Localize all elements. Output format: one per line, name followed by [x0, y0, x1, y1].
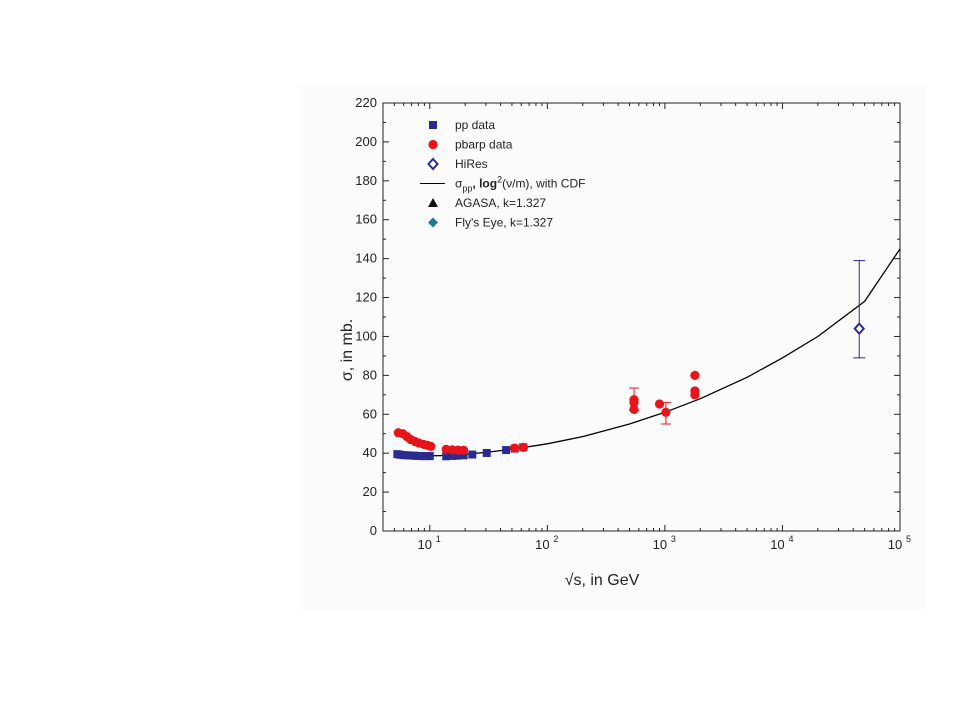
y-tick-label: 80: [363, 367, 377, 382]
x-tick-label: 10: [888, 537, 902, 552]
pbarp-data-point: [654, 399, 665, 409]
pbarp-data-point: [690, 370, 700, 380]
pp-data-point: [421, 452, 430, 461]
curve-layer: [394, 248, 901, 457]
data-marks: [393, 260, 866, 461]
y-tick-label: 100: [355, 328, 377, 343]
y-tick-label: 140: [355, 251, 377, 266]
y-tick-label: 60: [363, 406, 377, 421]
y-tick-label: 40: [363, 445, 377, 460]
x-tick-exponent: 5: [906, 534, 911, 544]
legend-label: pbarp data: [455, 138, 513, 152]
pbarp-data-point: [518, 442, 529, 452]
y-tick-label: 220: [355, 95, 377, 110]
pp-data-point: [425, 452, 434, 461]
pbarp-data-point: [690, 390, 700, 400]
legend-open-diamond-swatch: [427, 157, 439, 171]
pp-data-point: [482, 448, 491, 457]
pp-data-point: [447, 451, 456, 460]
pbarp-data-point: [509, 443, 520, 453]
legend-triangle-swatch: [428, 198, 438, 207]
x-tick-exponent: 3: [671, 534, 676, 544]
y-axis-title: σ, in mb.: [339, 319, 356, 381]
legend-label-part: pp: [462, 184, 472, 194]
x-tick-label: 10: [770, 537, 784, 552]
pp-data-point: [459, 451, 468, 460]
legend-label: HiRes: [455, 157, 488, 171]
x-axis-title: √s, in GeV: [565, 572, 640, 589]
legend-square-swatch: [429, 121, 437, 129]
legend-label-part: σ: [455, 177, 463, 191]
y-tick-label: 20: [363, 484, 377, 499]
legend-label: AGASA, k=1.327: [455, 196, 546, 210]
pp-data-point: [417, 452, 426, 461]
pp-data-point: [442, 452, 451, 461]
legend: pp data pbarp data HiRes σpp, log2(ν/m), wi…: [420, 118, 585, 230]
y-tick-label: 0: [370, 523, 377, 538]
legend-label: σpp, log2(ν/m), with CDF: [455, 175, 585, 194]
x-tick-exponent: 2: [553, 534, 558, 544]
hires-point: [853, 322, 866, 336]
x-tick-label: 10: [653, 537, 667, 552]
pbarp-data-point: [459, 445, 469, 455]
legend-diamond-swatch: [428, 217, 438, 228]
legend-label-part: 2: [497, 175, 502, 185]
legend-circle-swatch: [428, 139, 438, 150]
x-tick-label: 10: [418, 537, 432, 552]
x-tick-exponent: 4: [788, 534, 793, 544]
chart-panel: 0 20 40 60 80 100 120 140 160 180 200 220 10 1 10 2 10 3 1…: [300, 85, 925, 610]
x-tick-exponent: 1: [436, 534, 441, 544]
pp-data-point: [452, 451, 461, 460]
legend-label-part: , log: [472, 177, 497, 191]
legend-label-part: (ν/m), with CDF: [502, 177, 585, 191]
y-tick-label: 180: [355, 173, 377, 188]
model-curve: [394, 248, 901, 457]
legend-label: pp data: [455, 118, 495, 132]
pp-data-point: [502, 446, 511, 455]
y-tick-label: 200: [355, 134, 377, 149]
pbarp-data-point: [426, 441, 436, 451]
y-tick-label: 120: [355, 290, 377, 305]
pp-data-point: [468, 450, 477, 459]
legend-label: Fly's Eye, k=1.327: [455, 216, 553, 230]
y-tick-label: 160: [355, 212, 377, 227]
x-tick-label: 10: [535, 537, 549, 552]
